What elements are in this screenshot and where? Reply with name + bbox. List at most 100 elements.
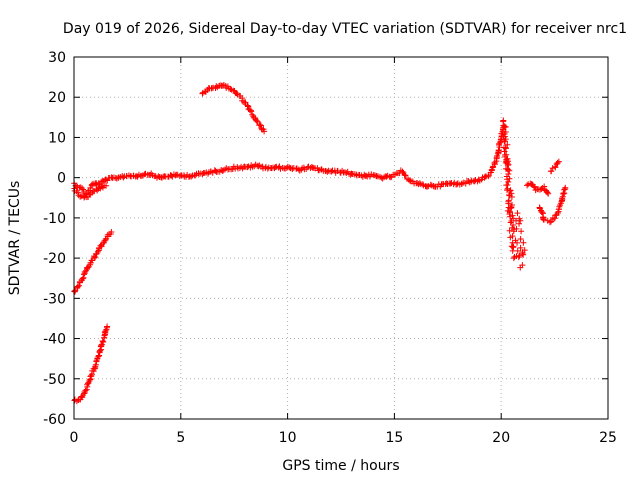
data-point xyxy=(517,236,524,243)
data-point xyxy=(510,222,517,229)
data-point xyxy=(540,216,547,223)
data-point xyxy=(427,181,434,188)
data-point xyxy=(158,174,165,181)
data-point xyxy=(102,327,109,334)
data-point xyxy=(402,172,409,179)
data-point xyxy=(233,90,240,97)
series-late-segment-c xyxy=(547,158,562,175)
data-point xyxy=(79,275,86,282)
data-point xyxy=(502,129,509,136)
data-point xyxy=(103,182,110,189)
data-point xyxy=(120,174,127,181)
y-axis-label: SDTVAR / TECUs xyxy=(7,181,23,296)
data-point xyxy=(108,228,115,235)
data-point xyxy=(99,338,106,345)
y-tick-label: 10 xyxy=(48,130,66,146)
x-tick-label: 10 xyxy=(279,430,297,446)
y-tick-label: -50 xyxy=(43,372,66,388)
data-point xyxy=(552,164,559,171)
y-tick-label: -60 xyxy=(43,412,66,428)
series-main-band xyxy=(71,122,507,197)
data-point xyxy=(80,186,87,193)
data-point xyxy=(516,220,523,227)
data-point xyxy=(502,136,509,143)
data-point xyxy=(544,189,551,196)
data-point xyxy=(520,239,527,246)
data-point xyxy=(102,236,109,243)
data-point xyxy=(88,181,95,188)
data-point xyxy=(554,160,561,167)
data-point xyxy=(504,141,511,148)
series-deep-arc xyxy=(71,323,111,405)
data-point xyxy=(363,172,370,179)
data-point xyxy=(257,121,264,128)
data-point xyxy=(517,244,524,251)
data-point xyxy=(104,323,111,330)
data-point xyxy=(548,168,555,175)
data-point xyxy=(244,164,251,171)
data-point xyxy=(94,248,101,255)
data-point xyxy=(341,169,348,176)
data-point xyxy=(505,178,512,185)
data-point xyxy=(92,254,99,261)
data-point xyxy=(530,183,537,190)
data-point xyxy=(188,173,195,180)
data-point xyxy=(79,185,86,192)
data-point xyxy=(513,225,520,232)
data-point xyxy=(284,163,291,170)
data-point xyxy=(510,243,517,250)
data-point xyxy=(244,102,251,109)
data-point xyxy=(406,177,413,184)
x-tick-label: 25 xyxy=(599,430,617,446)
x-tick-label: 15 xyxy=(385,430,403,446)
data-point xyxy=(551,215,558,222)
data-point xyxy=(546,219,553,226)
data-point xyxy=(506,167,513,174)
data-point xyxy=(219,167,226,174)
series-late-segment-b xyxy=(544,184,569,226)
y-tick-label: -10 xyxy=(43,211,66,227)
data-point xyxy=(74,283,81,290)
data-point xyxy=(521,247,528,254)
data-point xyxy=(495,147,502,154)
data-point xyxy=(100,339,107,346)
y-tick-label: -40 xyxy=(43,332,66,348)
series-late-segment-a xyxy=(536,204,547,223)
grid xyxy=(74,57,608,419)
data-point xyxy=(264,165,271,172)
data-point xyxy=(102,176,109,183)
data-point xyxy=(514,247,521,254)
data-point xyxy=(80,271,87,278)
data-point xyxy=(261,128,268,135)
data-point xyxy=(92,361,99,368)
data-point xyxy=(88,372,95,379)
data-point xyxy=(104,231,111,238)
data-point xyxy=(78,393,85,400)
data-point xyxy=(520,251,527,258)
data-point xyxy=(505,166,512,173)
data-point xyxy=(500,118,507,125)
data-point xyxy=(328,168,335,175)
data-point xyxy=(416,180,423,187)
data-point xyxy=(401,171,408,178)
data-point xyxy=(98,342,105,349)
data-point xyxy=(97,347,104,354)
series-late-isolated xyxy=(524,180,552,197)
x-tick-label: 20 xyxy=(492,430,510,446)
data-point xyxy=(505,198,512,205)
data-point xyxy=(514,239,521,246)
series-early-descending-arc xyxy=(71,228,115,295)
data-point xyxy=(353,171,360,178)
data-point xyxy=(515,254,522,261)
y-tick-label: 20 xyxy=(48,90,66,106)
data-point xyxy=(507,187,514,194)
data-point xyxy=(519,262,526,269)
data-points xyxy=(71,81,569,405)
y-tick-label: -20 xyxy=(43,251,66,267)
data-point xyxy=(509,233,516,240)
data-point xyxy=(467,178,474,185)
data-point xyxy=(502,123,509,130)
chart-title: Day 019 of 2026, Sidereal Day-to-day VTE… xyxy=(63,21,627,37)
data-point xyxy=(248,108,255,115)
